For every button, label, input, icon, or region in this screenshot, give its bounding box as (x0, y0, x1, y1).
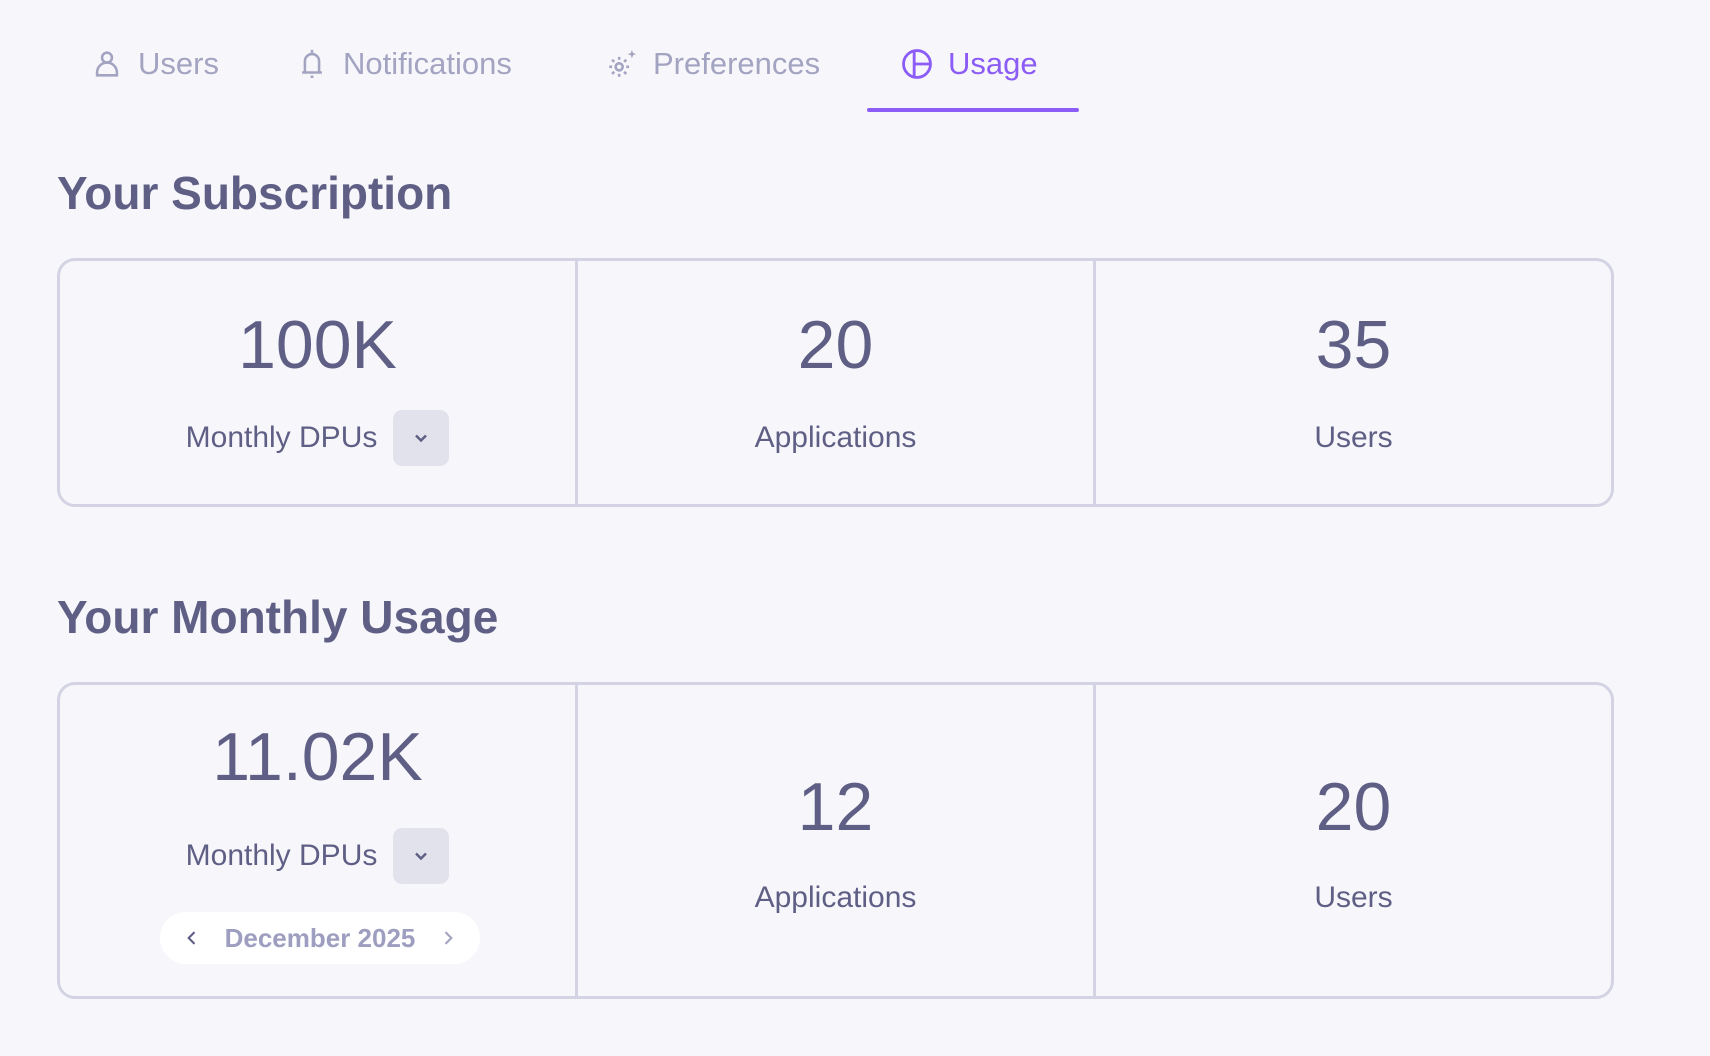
stat-label: Applications (754, 881, 917, 914)
subscription-dpus: 100K Monthly DPUs (60, 261, 578, 504)
stat-label: Users (1314, 881, 1393, 914)
chevron-left-icon (187, 931, 196, 945)
subscription-users: 35 Users (1096, 261, 1611, 504)
dpus-dropdown-button[interactable] (393, 828, 450, 884)
tab-label: Usage (948, 46, 1038, 81)
stat-value: 20 (797, 307, 874, 383)
active-tab-indicator (867, 108, 1079, 112)
subscription-card: 100K Monthly DPUs 20 Applications 35 Use… (57, 258, 1614, 507)
usage-dpus: 11.02K Monthly DPUs December 2025 (60, 685, 578, 996)
gear-sparkle-icon (609, 49, 637, 77)
dpus-dropdown-button[interactable] (393, 410, 450, 466)
tab-users[interactable]: Users (90, 40, 219, 88)
subscription-heading: Your Subscription (57, 167, 453, 219)
chevron-down-icon (415, 852, 428, 861)
stat-label-row: Monthly DPUs (60, 410, 575, 466)
next-month-button[interactable] (438, 928, 458, 948)
stat-label: Monthly DPUs (185, 839, 378, 872)
usage-users: 20 Users (1096, 685, 1611, 996)
selected-month: December 2025 (224, 922, 416, 953)
month-selector: December 2025 (160, 912, 480, 964)
stat-value: 35 (1315, 307, 1392, 383)
stat-label: Applications (754, 421, 917, 454)
tab-label: Users (138, 46, 219, 81)
monthly-usage-card: 11.02K Monthly DPUs December 2025 12 App… (57, 682, 1614, 999)
tab-usage[interactable]: Usage (900, 40, 1038, 88)
stat-value: 12 (797, 769, 874, 845)
usage-applications: 12 Applications (578, 685, 1096, 996)
tab-bar: Users Notifications Preferences Usage (0, 0, 1710, 114)
bell-icon (302, 49, 322, 79)
stat-label-row: Monthly DPUs (60, 828, 575, 884)
tab-notifications[interactable]: Notifications (295, 40, 512, 88)
subscription-applications: 20 Applications (578, 261, 1096, 504)
tab-label: Notifications (343, 46, 512, 81)
pie-chart-icon (902, 49, 932, 79)
stat-value: 100K (238, 307, 397, 383)
tab-label: Preferences (653, 46, 821, 81)
user-icon (95, 51, 119, 77)
stat-value: 11.02K (212, 719, 423, 795)
chevron-right-icon (444, 931, 453, 945)
stat-value: 20 (1315, 769, 1392, 845)
stat-label: Monthly DPUs (185, 421, 378, 454)
tab-preferences[interactable]: Preferences (605, 40, 820, 88)
chevron-down-icon (415, 434, 428, 443)
monthly-usage-heading: Your Monthly Usage (57, 591, 499, 643)
stat-label: Users (1314, 421, 1393, 454)
previous-month-button[interactable] (182, 928, 202, 948)
